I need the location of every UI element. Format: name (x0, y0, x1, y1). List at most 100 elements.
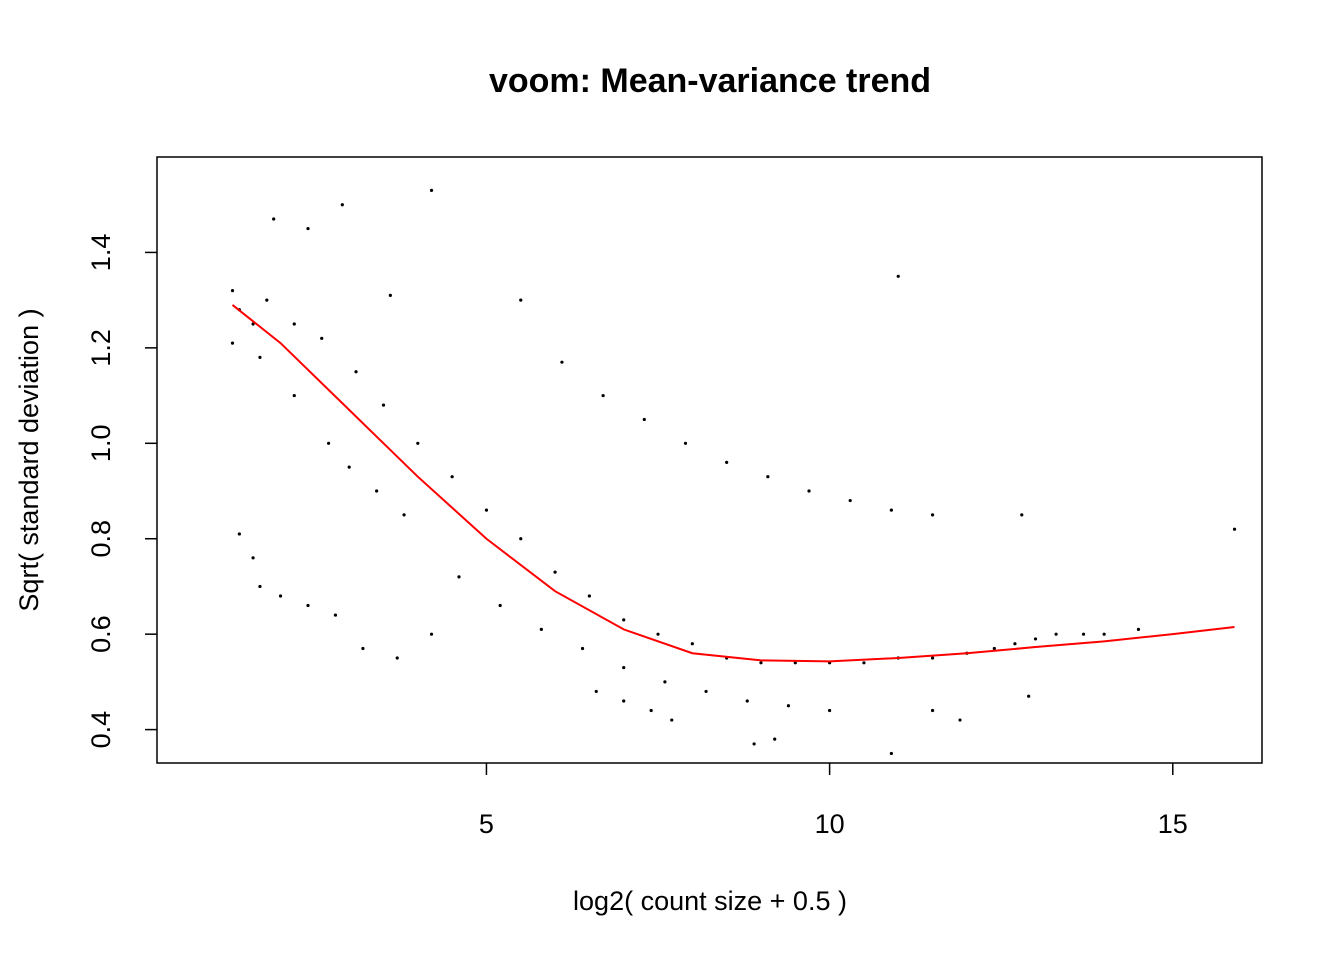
data-point (429, 188, 434, 193)
y-tick-label: 0.8 (86, 520, 116, 558)
data-point (663, 680, 667, 684)
data-point (450, 475, 454, 479)
x-tick-label: 5 (479, 809, 494, 839)
data-point (560, 360, 564, 364)
x-axis: 5 10 15 (479, 763, 1188, 839)
data-point (519, 298, 523, 302)
data-point (519, 537, 523, 541)
data-point (539, 627, 543, 631)
data-point (580, 646, 585, 651)
data-point (862, 661, 866, 665)
data-point (457, 575, 461, 579)
y-tick-label: 1.2 (86, 329, 116, 367)
data-point (1136, 627, 1141, 631)
data-point (690, 642, 694, 646)
data-point (752, 742, 756, 746)
data-point (958, 718, 962, 722)
y-axis: 0.4 0.6 0.8 1.0 1.2 1.4 (86, 234, 157, 749)
data-point (601, 393, 605, 398)
data-point (649, 708, 653, 713)
data-point (889, 508, 893, 512)
data-point (786, 704, 791, 708)
data-point (930, 656, 935, 660)
data-point (395, 656, 399, 660)
data-point (622, 699, 626, 703)
y-axis-label: Sqrt( standard deviation ) (14, 308, 44, 611)
data-point (759, 661, 763, 665)
data-point (251, 322, 255, 326)
data-point (683, 441, 688, 445)
data-point (429, 632, 434, 636)
data-point (622, 618, 626, 622)
data-point (1081, 632, 1086, 636)
data-point (766, 475, 770, 479)
data-point (992, 646, 996, 651)
data-point (292, 393, 296, 398)
y-tick-label: 0.4 (86, 711, 116, 749)
y-tick-label: 1.0 (86, 425, 116, 463)
data-point (333, 613, 338, 617)
data-point (656, 632, 660, 636)
data-point (375, 489, 379, 493)
data-point (1033, 637, 1038, 641)
data-point (292, 322, 296, 326)
data-point (930, 708, 935, 713)
data-point (347, 465, 351, 469)
data-point (237, 532, 241, 536)
data-point (553, 570, 557, 574)
data-point (306, 226, 310, 231)
data-point (340, 203, 344, 207)
data-point (1027, 694, 1031, 698)
data-point (388, 293, 392, 297)
data-point (354, 370, 358, 374)
data-point (272, 217, 276, 221)
chart-title: voom: Mean-variance trend (489, 62, 931, 100)
x-tick-label: 10 (815, 809, 845, 839)
data-point (402, 513, 406, 517)
data-point (416, 441, 420, 445)
data-point (745, 699, 749, 703)
data-point (807, 489, 811, 493)
data-point (306, 603, 310, 608)
data-point (704, 689, 708, 694)
data-points (230, 188, 1237, 756)
data-point (230, 289, 235, 293)
data-point (265, 298, 269, 302)
data-point (930, 513, 935, 517)
data-point (1232, 527, 1237, 531)
data-point (896, 274, 900, 278)
data-point (361, 646, 365, 651)
data-point (1020, 513, 1024, 517)
data-point (670, 718, 674, 722)
data-point (326, 441, 331, 445)
data-point (1013, 642, 1017, 646)
data-point (622, 665, 626, 670)
data-point (381, 403, 386, 407)
y-tick-label: 0.6 (86, 615, 116, 653)
data-point (258, 355, 262, 360)
y-tick-label: 1.4 (86, 234, 116, 272)
data-point (251, 556, 255, 560)
data-point (230, 341, 235, 345)
data-point (484, 508, 489, 512)
trend-line (231, 304, 1235, 663)
data-point (278, 594, 283, 598)
x-axis-label: log2( count size + 0.5 ) (573, 886, 847, 916)
x-tick-label: 15 (1158, 809, 1188, 839)
data-point (258, 584, 262, 589)
data-point (498, 603, 502, 608)
data-point (793, 661, 797, 665)
data-point (594, 689, 598, 694)
data-point (642, 417, 646, 422)
data-point (320, 336, 324, 340)
plot-frame (156, 156, 1263, 764)
data-point (1054, 632, 1058, 636)
data-point (828, 708, 832, 713)
data-point (587, 594, 591, 598)
data-point (773, 737, 777, 741)
data-point (725, 460, 729, 464)
data-point (889, 751, 893, 756)
data-point (1102, 632, 1106, 636)
data-point (848, 498, 852, 503)
